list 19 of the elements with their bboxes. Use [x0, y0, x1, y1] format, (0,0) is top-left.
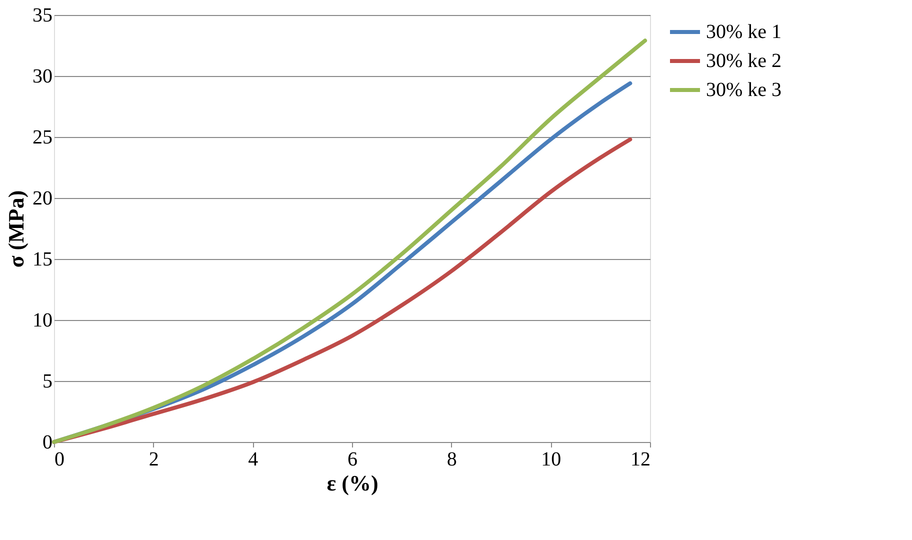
y-tick-label: 35	[32, 4, 52, 26]
x-tick-label: 2	[148, 448, 159, 470]
legend-label: 30% ke 3	[706, 79, 782, 101]
y-tick-label: 30	[32, 66, 52, 88]
x-tick-label: 12	[630, 448, 650, 470]
y-tick-label: 25	[32, 126, 52, 148]
y-tick-label: 0	[42, 432, 52, 454]
x-tick-label: 4	[248, 448, 258, 470]
y-tick-label: 20	[32, 188, 52, 210]
x-tick-label: 6	[348, 448, 358, 470]
y-tick-label: 5	[42, 370, 52, 392]
x-tick-label: 10	[541, 448, 562, 470]
legend-label: 30% ke 2	[706, 50, 782, 72]
y-axis-title: σ (MPa)	[4, 190, 28, 268]
x-axis-title: ε (%)	[326, 470, 378, 496]
y-tick-label: 15	[32, 248, 52, 270]
legend-label: 30% ke 1	[706, 21, 782, 43]
x-tick-label: 8	[446, 448, 457, 470]
y-tick-label: 10	[32, 310, 52, 332]
